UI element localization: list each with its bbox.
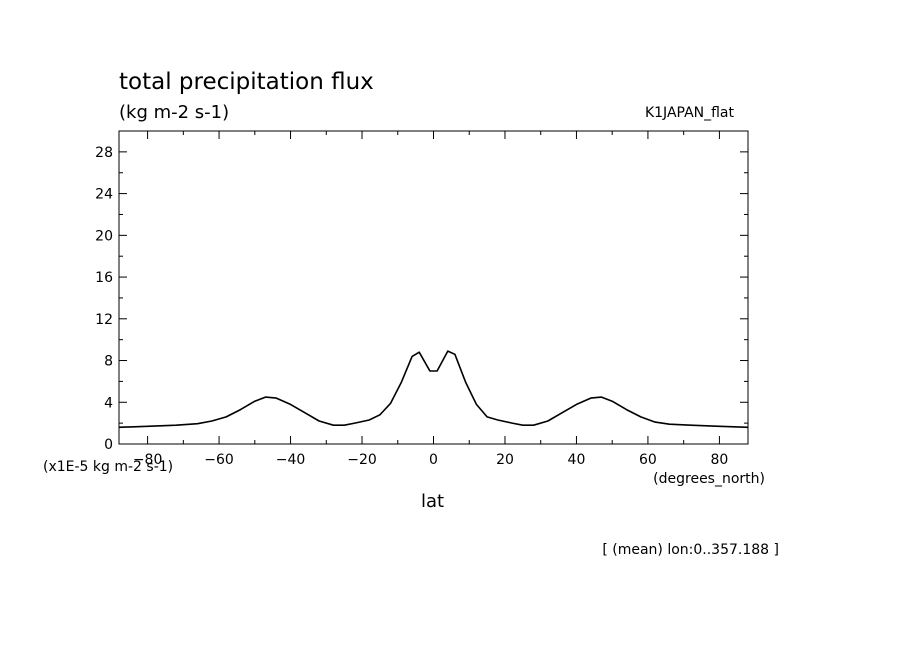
- y-tick-label: 28: [95, 145, 113, 161]
- y-scale-label: (x1E-5 kg m-2 s-1): [43, 459, 174, 475]
- x-units-label: (degrees_north): [653, 471, 765, 487]
- footer-note: [ (mean) lon:0..357.188 ]: [602, 542, 779, 558]
- plot-frame: [118, 130, 749, 445]
- y-tick-label: 24: [95, 187, 113, 203]
- x-tick-label: 60: [639, 452, 657, 468]
- x-tick-label: 20: [496, 452, 514, 468]
- y-tick-label: 20: [95, 228, 113, 244]
- chart-subtitle: (kg m-2 s-1): [119, 102, 230, 123]
- x-tick-label: 0: [429, 452, 438, 468]
- x-tick-label: 40: [568, 452, 586, 468]
- x-tick-label: −40: [276, 452, 306, 468]
- x-tick-label: −60: [204, 452, 234, 468]
- y-tick-label: 16: [95, 270, 113, 286]
- y-tick-label: 0: [104, 437, 113, 453]
- y-tick-label: 4: [104, 395, 113, 411]
- x-tick-label: −80: [133, 452, 163, 468]
- y-tick-label: 8: [104, 354, 113, 370]
- x-axis-label: lat: [421, 491, 445, 512]
- x-tick-label: 80: [710, 452, 728, 468]
- axis-tick-labels: 0 4 8 12 16 20 24 28 −80 −60 −40 −20 0 20 40 60 80: [95, 145, 728, 468]
- axis-ticks: [119, 130, 748, 445]
- x-tick-label: −20: [347, 452, 377, 468]
- y-tick-label: 12: [95, 312, 113, 328]
- series-line: [118, 350, 749, 429]
- run-label: K1JAPAN_flat: [644, 105, 734, 121]
- chart-title: total precipitation flux: [119, 69, 374, 95]
